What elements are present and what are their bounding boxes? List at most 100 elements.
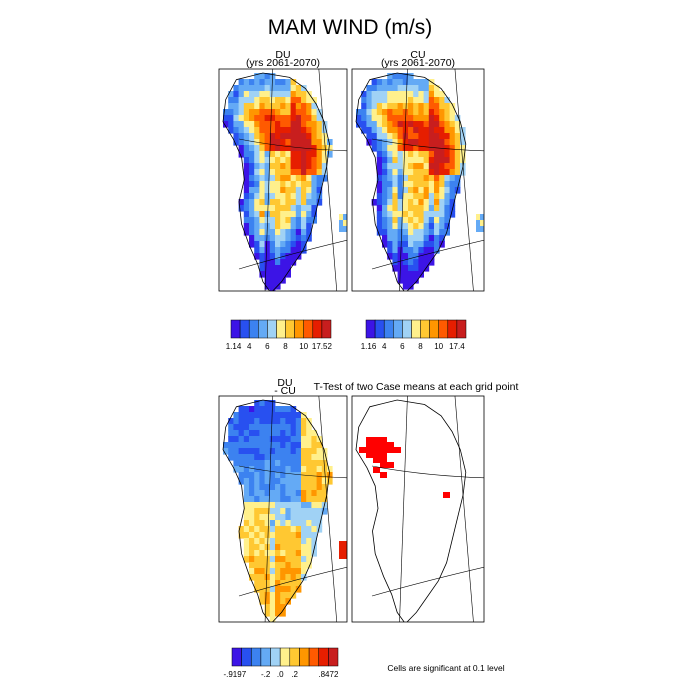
cu-cell bbox=[397, 241, 404, 248]
cu-cell bbox=[402, 157, 409, 164]
panel-label-cu: CU bbox=[410, 49, 425, 61]
du-cell bbox=[301, 109, 307, 116]
diff-cell bbox=[254, 448, 260, 455]
du-cell bbox=[249, 157, 255, 164]
du-cell bbox=[259, 121, 265, 128]
du-cell bbox=[249, 211, 255, 218]
diff-cell bbox=[290, 544, 297, 551]
cu-cell bbox=[402, 223, 409, 230]
cu-cell bbox=[428, 199, 435, 206]
diff-cell bbox=[259, 442, 265, 449]
diff-cell bbox=[311, 526, 317, 533]
diff-cell bbox=[254, 424, 260, 431]
diff-cell bbox=[295, 574, 302, 581]
cu-cell bbox=[402, 187, 409, 194]
cu-cell bbox=[476, 226, 481, 232]
diff-cell bbox=[295, 586, 302, 593]
du-cell bbox=[259, 115, 265, 122]
cu-cell bbox=[392, 199, 398, 206]
diff-cell bbox=[254, 568, 260, 575]
diff-cell bbox=[228, 448, 234, 455]
cu-cell bbox=[413, 109, 419, 116]
diff-cell bbox=[259, 574, 265, 581]
diff-cell bbox=[280, 562, 286, 569]
diff-cell bbox=[259, 466, 265, 473]
diff-cell bbox=[269, 490, 276, 497]
du-cell bbox=[295, 241, 302, 248]
du-cell bbox=[285, 163, 291, 170]
cu-cell bbox=[413, 151, 419, 158]
cu-cell bbox=[428, 139, 435, 146]
du-cell bbox=[233, 85, 239, 92]
cu-cell bbox=[392, 85, 398, 92]
cbar-diff-swatch bbox=[318, 647, 329, 667]
diff-cell bbox=[264, 460, 271, 467]
diff-cell bbox=[285, 424, 291, 431]
du-cell bbox=[280, 139, 286, 146]
cu-cell bbox=[397, 235, 404, 242]
du-cell bbox=[228, 103, 234, 110]
cu-cell bbox=[371, 121, 378, 128]
cu-cell bbox=[392, 73, 398, 80]
diff-cell bbox=[264, 490, 271, 497]
du-cell bbox=[264, 121, 271, 128]
du-cell bbox=[275, 133, 281, 140]
diff-cell bbox=[290, 520, 297, 527]
cbar-cu-swatch bbox=[383, 319, 394, 339]
cu-cell bbox=[418, 133, 424, 140]
cu-cell bbox=[439, 223, 445, 230]
panel-label-du: DU bbox=[275, 49, 290, 61]
diff-cell bbox=[243, 520, 250, 527]
ttest-significant-cell bbox=[373, 437, 380, 443]
du-cell bbox=[295, 247, 302, 254]
cu-cell bbox=[361, 103, 367, 110]
diff-cell bbox=[264, 400, 271, 407]
diff-cell bbox=[259, 520, 265, 527]
diff-cell bbox=[301, 418, 307, 425]
du-cell bbox=[249, 217, 255, 224]
diff-cell bbox=[259, 472, 265, 479]
diff-cell bbox=[290, 448, 297, 455]
cu-cell bbox=[408, 169, 414, 176]
cu-cell bbox=[428, 229, 435, 236]
du-cell bbox=[275, 187, 281, 194]
cu-cell bbox=[382, 139, 388, 146]
du-cell bbox=[321, 151, 328, 158]
cu-cell bbox=[434, 205, 440, 212]
du-cell bbox=[249, 205, 255, 212]
du-cell bbox=[269, 199, 276, 206]
diff-cell bbox=[311, 436, 317, 443]
diff-cell bbox=[264, 520, 271, 527]
du-cell bbox=[311, 163, 317, 170]
cu-cell bbox=[418, 85, 424, 92]
diff-cell bbox=[290, 490, 297, 497]
du-cell bbox=[316, 187, 323, 194]
diff-cell bbox=[249, 568, 255, 575]
diff-gridline-1 bbox=[238, 566, 347, 597]
diff-cell bbox=[285, 562, 291, 569]
du-cell bbox=[280, 121, 286, 128]
cu-cell bbox=[428, 217, 435, 224]
diff-cell bbox=[228, 430, 234, 437]
cu-cell bbox=[434, 187, 440, 194]
du-cell bbox=[238, 79, 245, 86]
du-cell bbox=[306, 163, 312, 170]
du-cell bbox=[275, 139, 281, 146]
du-cell bbox=[275, 205, 281, 212]
cu-cell bbox=[397, 229, 404, 236]
cu-cell bbox=[423, 151, 430, 158]
diff-cell bbox=[254, 580, 260, 587]
du-cell bbox=[285, 91, 291, 98]
cu-cell bbox=[408, 211, 414, 218]
diff-cell bbox=[269, 526, 276, 533]
cu-cell bbox=[423, 115, 430, 122]
cu-cell bbox=[423, 169, 430, 176]
cu-cell bbox=[408, 163, 414, 170]
diff-cell bbox=[249, 436, 255, 443]
cu-cell bbox=[418, 259, 424, 266]
diff-cell bbox=[275, 508, 281, 515]
diff-cell bbox=[275, 574, 281, 581]
diff-cell bbox=[269, 508, 276, 515]
diff-cell bbox=[259, 502, 265, 509]
du-cell bbox=[311, 187, 317, 194]
